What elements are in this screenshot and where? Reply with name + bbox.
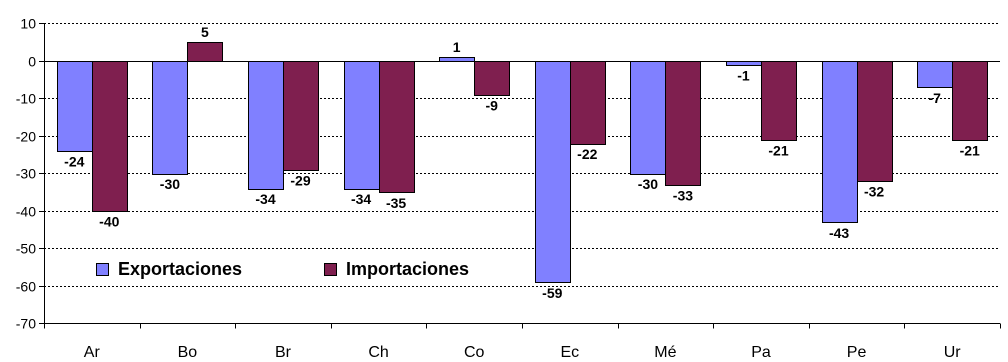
data-label-importaciones-Bo: 5 — [201, 24, 209, 40]
data-label-importaciones-Ur: -21 — [960, 142, 980, 158]
y-tick-label-0: 10 — [20, 16, 36, 32]
bar-importaciones-Ch — [379, 61, 415, 193]
bar-exportaciones-Ar — [57, 61, 93, 152]
x-tick-label-Ec: Ec — [560, 344, 579, 361]
legend-swatch-exportaciones — [96, 263, 109, 276]
bar-exportaciones-Pe — [822, 61, 858, 223]
y-tick-label-8: -70 — [16, 316, 36, 332]
data-label-exportaciones-Ur: -7 — [928, 90, 941, 106]
x-tick-label-Ch: Ch — [368, 344, 388, 361]
data-label-importaciones-Pa: -21 — [768, 142, 788, 158]
bar-importaciones-Ar — [92, 61, 128, 212]
x-tick-label-Ur: Ur — [944, 344, 962, 361]
x-tick-label-Co: Co — [464, 344, 485, 361]
bar-importaciones-Pa — [761, 61, 797, 141]
bar-exportaciones-Co — [439, 57, 475, 62]
data-label-exportaciones-Pa: -1 — [737, 67, 750, 83]
legend-swatch-importaciones — [324, 263, 337, 276]
data-label-importaciones-Mé: -33 — [673, 187, 693, 203]
x-tick-label-Pe: Pe — [847, 344, 867, 361]
bar-importaciones-Pe — [857, 61, 893, 182]
bar-importaciones-Mé — [665, 61, 701, 186]
y-tick-label-2: -10 — [16, 91, 36, 107]
data-label-exportaciones-Mé: -30 — [638, 176, 658, 192]
bar-exportaciones-Ur — [917, 61, 953, 88]
data-label-importaciones-Ar: -40 — [99, 214, 119, 230]
bar-importaciones-Bo — [187, 42, 223, 62]
x-tick-label-Pa: Pa — [751, 344, 771, 361]
data-label-exportaciones-Ar: -24 — [64, 154, 84, 170]
data-label-exportaciones-Br: -34 — [255, 191, 275, 207]
x-tick-label-Ar: Ar — [84, 344, 101, 361]
x-tick-label-Br: Br — [275, 344, 292, 361]
data-label-importaciones-Co: -9 — [485, 97, 498, 113]
bar-exportaciones-Bo — [152, 61, 188, 175]
bar-importaciones-Ur — [952, 61, 988, 141]
y-tick-label-7: -60 — [16, 279, 36, 295]
y-tick-label-3: -20 — [16, 129, 36, 145]
bars — [57, 42, 988, 283]
bar-importaciones-Ec — [570, 61, 606, 145]
y-tick-label-4: -30 — [16, 166, 36, 182]
bar-importaciones-Co — [474, 61, 510, 96]
y-tick-label-6: -50 — [16, 241, 36, 257]
data-label-importaciones-Ec: -22 — [577, 146, 597, 162]
bar-exportaciones-Mé — [630, 61, 666, 175]
data-label-exportaciones-Pe: -43 — [829, 225, 849, 241]
x-tick-label-Bo: Bo — [178, 344, 198, 361]
legend-label-importaciones: Importaciones — [346, 259, 469, 279]
bar-exportaciones-Ch — [344, 61, 380, 190]
bar-importaciones-Br — [283, 61, 319, 171]
data-label-importaciones-Ch: -35 — [386, 195, 406, 211]
y-tick-label-5: -40 — [16, 204, 36, 220]
data-label-exportaciones-Ec: -59 — [542, 285, 562, 301]
y-tick-label-1: 0 — [28, 54, 36, 70]
bar-exportaciones-Pa — [726, 61, 762, 66]
data-label-exportaciones-Ch: -34 — [351, 191, 371, 207]
legend: Exportaciones Importaciones — [96, 259, 469, 279]
legend-label-exportaciones: Exportaciones — [118, 259, 242, 279]
data-label-exportaciones-Bo: -30 — [160, 176, 180, 192]
bar-exportaciones-Br — [248, 61, 284, 190]
x-tick-label-Mé: Mé — [654, 344, 676, 361]
axes: 10 0 -10 -20 -30 -40 -50 -60 -70 Ar Bo Br Ch Co Ec Mé Pa… — [16, 16, 1001, 361]
data-labels: -24 -30 -34 -34 1 -59 -30 -1 -43 -7 -40 5 -29 -35 -9 -2… — [64, 24, 980, 301]
data-label-importaciones-Br: -29 — [290, 172, 310, 188]
bar-exportaciones-Ec — [535, 61, 571, 283]
data-label-exportaciones-Co: 1 — [453, 39, 461, 55]
data-label-importaciones-Pe: -32 — [864, 184, 884, 200]
